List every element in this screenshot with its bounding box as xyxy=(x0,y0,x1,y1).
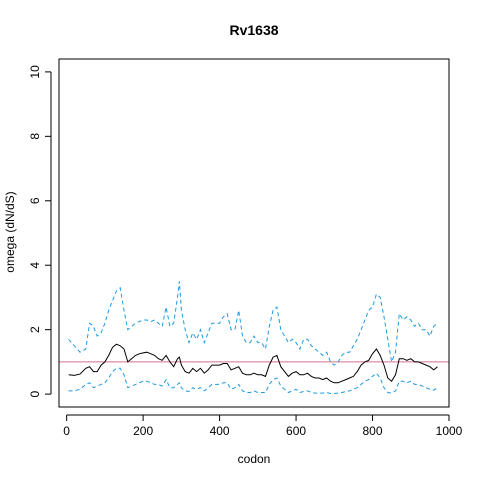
y-tick-label: 0 xyxy=(28,390,42,397)
x-tick-label: 0 xyxy=(63,424,70,438)
y-axis-label: omega (dN/dS) xyxy=(3,191,17,272)
series-line-estimate xyxy=(68,343,438,384)
x-tick-label: 400 xyxy=(210,424,230,438)
y-tick-label: 8 xyxy=(28,133,42,140)
plot-area xyxy=(59,281,449,394)
plot-frame xyxy=(58,58,450,408)
y-tick-label: 10 xyxy=(28,65,42,79)
x-tick-label: 1000 xyxy=(436,424,463,438)
axes: 0 200 400 600 800 1000 0 2 4 6 8 10 xyxy=(28,65,463,438)
x-tick-label: 600 xyxy=(286,424,306,438)
chart-title: Rv1638 xyxy=(229,22,278,38)
y-tick-label: 2 xyxy=(28,326,42,333)
x-axis-label: codon xyxy=(238,452,271,466)
x-tick-label: 800 xyxy=(363,424,383,438)
series-line-upper-bound xyxy=(68,281,438,366)
y-tick-label: 6 xyxy=(28,197,42,204)
y-tick-label: 4 xyxy=(28,262,42,269)
series-line-lower-bound xyxy=(68,367,438,394)
x-tick-label: 200 xyxy=(133,424,153,438)
